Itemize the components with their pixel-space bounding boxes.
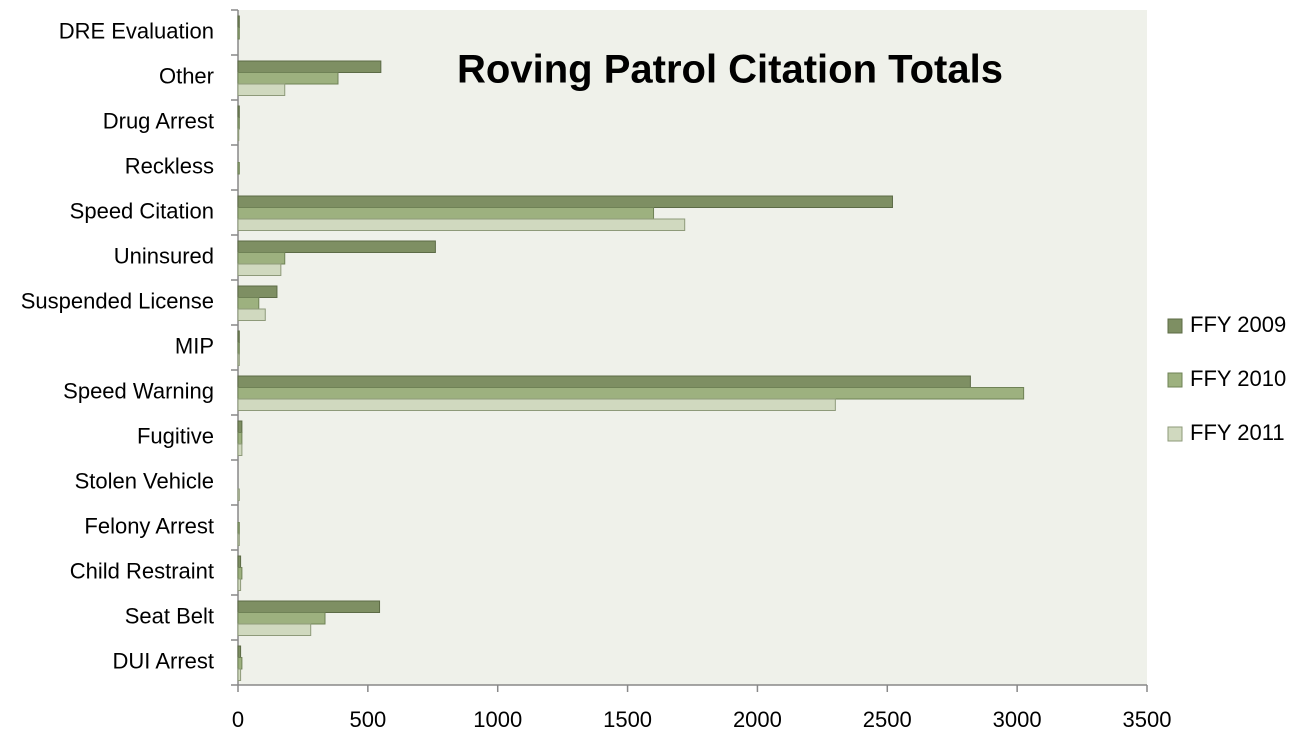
- bar: [237, 195, 893, 208]
- bar: [237, 117, 240, 130]
- bar: [237, 533, 240, 546]
- bar: [237, 398, 836, 411]
- bar: [237, 297, 260, 310]
- bar: [237, 240, 436, 253]
- bar: [237, 252, 286, 265]
- legend-label: FFY 2010: [1190, 366, 1286, 391]
- x-tick-label: 1500: [603, 707, 652, 732]
- chart-title: Roving Patrol Citation Totals: [457, 48, 1003, 92]
- y-tick-label: Suspended License: [21, 288, 214, 313]
- y-tick-label: Drug Arrest: [103, 108, 214, 133]
- bar: [237, 218, 686, 231]
- bar: [237, 72, 339, 85]
- bar: [237, 488, 240, 501]
- bar: [237, 207, 655, 220]
- y-tick-label: Other: [159, 63, 214, 88]
- bar: [237, 342, 240, 355]
- x-tick-label: 1000: [473, 707, 522, 732]
- y-tick-label: Uninsured: [114, 243, 214, 268]
- y-tick-label: DRE Evaluation: [59, 18, 214, 43]
- y-tick-label: MIP: [175, 333, 214, 358]
- y-tick-label: Speed Citation: [70, 198, 214, 223]
- y-tick-label: Seat Belt: [125, 603, 214, 628]
- bar: [237, 443, 243, 456]
- bar: [237, 128, 240, 141]
- bar: [237, 27, 240, 40]
- x-tick-label: 2500: [863, 707, 912, 732]
- plot-area: [238, 10, 1147, 685]
- bar: [237, 60, 382, 73]
- y-tick-label: Reckless: [125, 153, 214, 178]
- bar: [237, 330, 240, 343]
- bar: [237, 600, 381, 613]
- y-tick-label: Speed Warning: [63, 378, 214, 403]
- y-tick-label: Child Restraint: [70, 558, 214, 583]
- legend-label: FFY 2009: [1190, 312, 1286, 337]
- legend-swatch: [1167, 318, 1183, 334]
- x-tick-label: 3500: [1123, 707, 1172, 732]
- bar: [237, 645, 242, 658]
- bar: [237, 657, 243, 670]
- bar: [237, 387, 1025, 400]
- x-tick-label: 3000: [993, 707, 1042, 732]
- bar: [237, 668, 242, 681]
- x-tick-label: 500: [349, 707, 386, 732]
- bar: [237, 375, 971, 388]
- bar: [237, 623, 312, 636]
- bar: [237, 420, 243, 433]
- bar: [237, 578, 242, 591]
- x-tick-label: 2000: [733, 707, 782, 732]
- bar: [237, 555, 242, 568]
- legend-label: FFY 2011: [1190, 420, 1285, 445]
- y-tick-label: Felony Arrest: [84, 513, 214, 538]
- x-tick-label: 0: [232, 707, 244, 732]
- bar: [237, 162, 240, 175]
- bar: [237, 105, 240, 118]
- bar: [237, 308, 266, 321]
- y-tick-label: Stolen Vehicle: [75, 468, 214, 493]
- legend-swatch: [1167, 372, 1183, 388]
- bar: [237, 432, 243, 445]
- y-tick-label: Fugitive: [137, 423, 214, 448]
- y-tick-label: DUI Arrest: [113, 648, 214, 673]
- bar: [237, 567, 243, 580]
- bar: [237, 353, 240, 366]
- legend-swatch: [1167, 426, 1183, 442]
- bar: [237, 522, 240, 535]
- bar: [237, 612, 326, 625]
- bar: [237, 83, 286, 96]
- bar: [237, 15, 240, 28]
- bar: [237, 285, 278, 298]
- bar: [237, 263, 282, 276]
